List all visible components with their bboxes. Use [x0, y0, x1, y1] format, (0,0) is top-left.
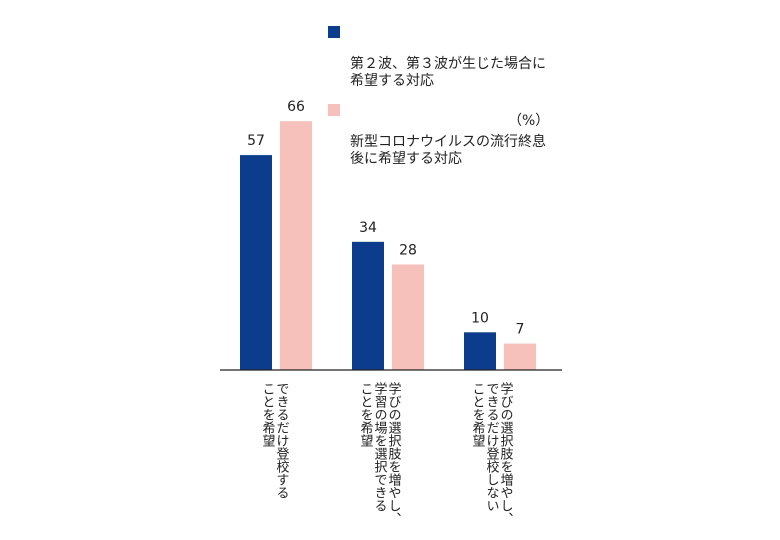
category-label-3-line-1: 学びの選択肢を増やし、	[498, 381, 514, 525]
data-label-s1-c2: 34	[359, 220, 377, 236]
bar-s2-c2	[392, 264, 424, 370]
category-label-2-line-2: 学習の場を選択できる	[372, 381, 388, 512]
data-label-s1-c1: 57	[247, 133, 265, 149]
unit-label: （%）	[508, 113, 550, 129]
bar-s1-c1	[240, 155, 272, 370]
data-label-s2-c3: 7	[516, 322, 525, 338]
legend-label-series1: 第２波、第３波が生じた場合に 希望する対応	[350, 56, 546, 89]
category-label-3-line-3: ことを希望	[470, 382, 486, 447]
category-label-3-line-2: できるだけ登校しない	[484, 382, 500, 512]
bar-s2-c3	[504, 343, 536, 370]
category-label-1-line-1: できるだけ登校する	[274, 382, 290, 499]
legend-swatch-navy	[328, 26, 340, 38]
bar-s1-c3	[464, 332, 496, 370]
data-label-s2-c2: 28	[399, 242, 417, 258]
category-label-1-line-2: ことを希望	[260, 382, 276, 447]
legend-label-series2: 新型コロナウイルスの流行終息 後に希望する対応	[350, 134, 546, 167]
data-label-s1-c3: 10	[471, 310, 489, 326]
legend: 第２波、第３波が生じた場合に 希望する対応 新型コロナウイルスの流行終息 後に希…	[328, 22, 546, 178]
legend-swatch-pink	[328, 104, 340, 116]
bar-s2-c1	[280, 121, 312, 371]
data-label-s2-c1: 66	[287, 99, 305, 115]
category-label-2-line-1: 学びの選択肢を増やし、	[386, 381, 402, 525]
category-label-2-line-3: ことを希望	[358, 382, 374, 447]
legend-item-series1: 第２波、第３波が生じた場合に 希望する対応	[328, 22, 546, 90]
legend-item-series2: 新型コロナウイルスの流行終息 後に希望する対応	[328, 100, 546, 168]
bar-s1-c2	[352, 241, 384, 370]
